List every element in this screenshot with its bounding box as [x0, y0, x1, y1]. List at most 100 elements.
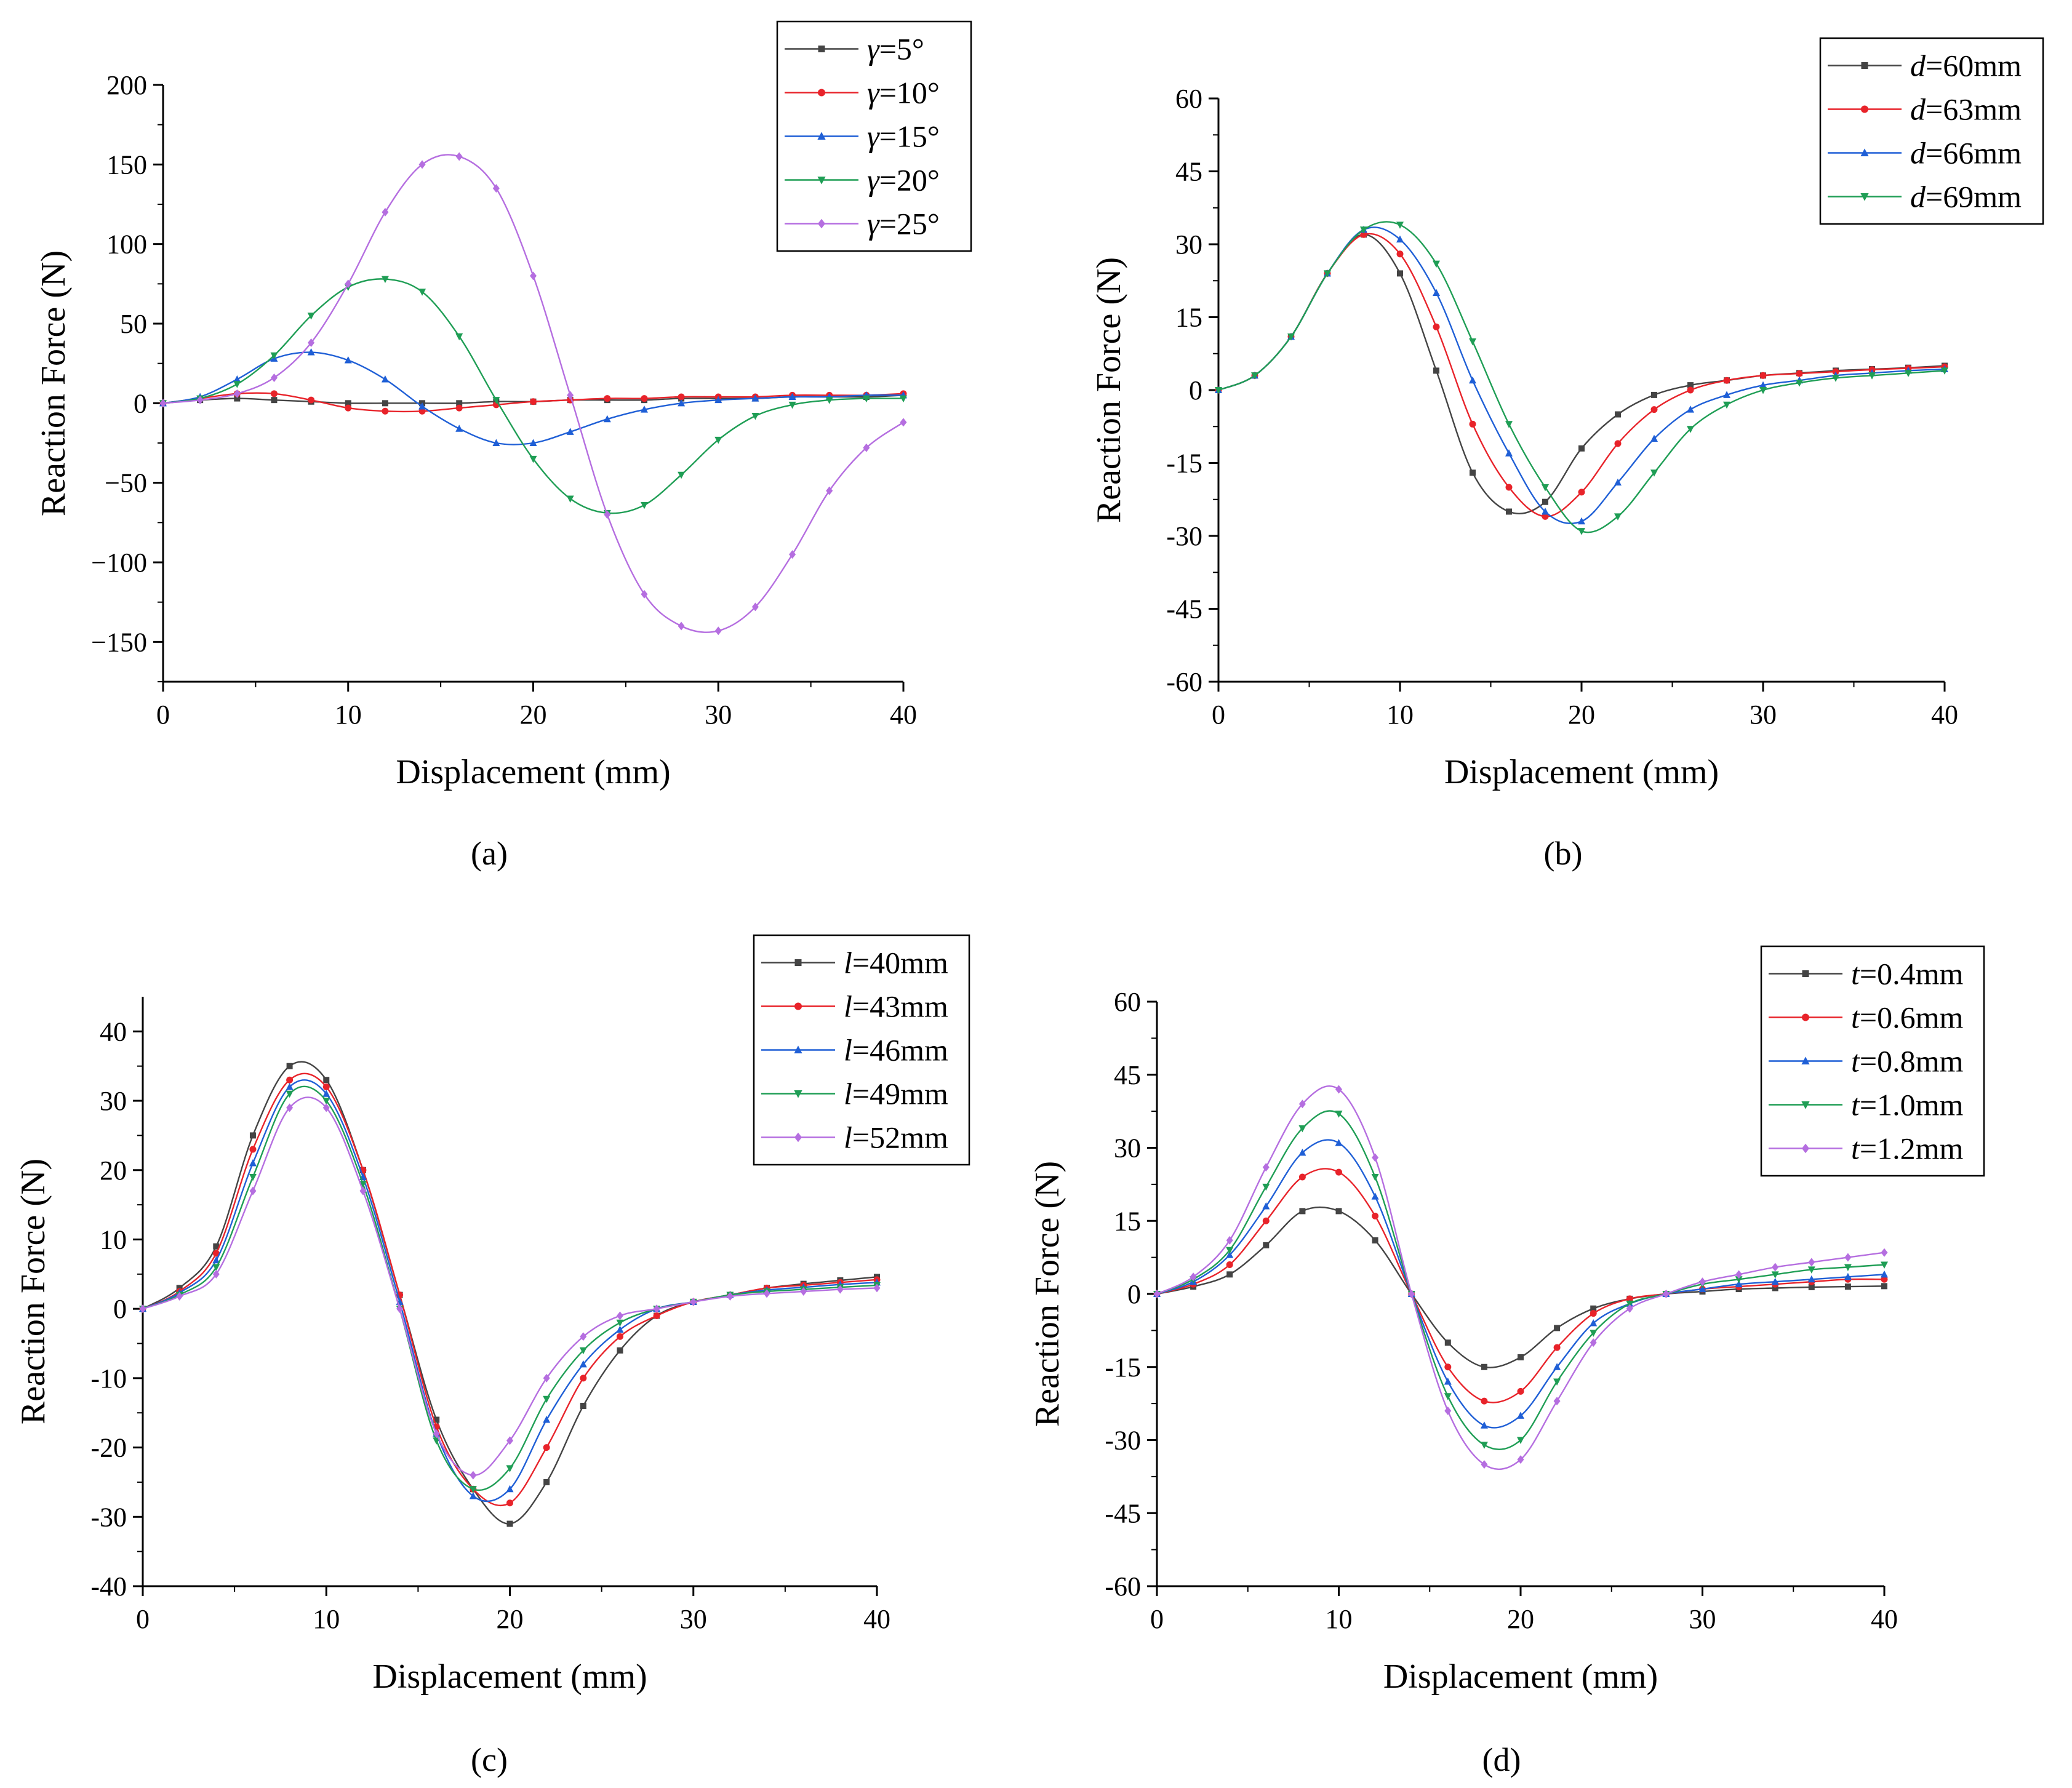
data-point: [1444, 1407, 1452, 1415]
y-tick-label: -15: [1166, 449, 1202, 479]
data-point: [1662, 1290, 1670, 1298]
data-point: [396, 1304, 404, 1314]
data-point: [726, 1291, 734, 1301]
panel-caption: (b): [1544, 835, 1583, 872]
data-point: [1335, 1111, 1343, 1118]
data-point: [323, 1077, 330, 1084]
data-point: [270, 373, 278, 382]
legend-variable: γ: [867, 163, 880, 198]
data-point: [307, 348, 315, 356]
data-point: [1687, 386, 1694, 394]
data-point: [492, 397, 500, 404]
data-point: [1335, 1168, 1342, 1176]
series-line: [162, 278, 904, 514]
data-point: [418, 402, 426, 410]
y-tick-label: −100: [91, 548, 147, 578]
data-point: [359, 1181, 367, 1188]
data-point: [381, 375, 389, 383]
data-point: [1396, 250, 1404, 258]
data-point: [678, 399, 686, 407]
chart-1: 0 10 20 30 40 200 150 100 50 0 −50 −100 −150 Displace…: [34, 20, 972, 872]
data-point: [579, 1360, 587, 1368]
data-point: [1687, 405, 1694, 413]
data-point: [788, 393, 796, 400]
data-point: [1542, 498, 1548, 505]
data-point: [900, 418, 907, 427]
y-tick-label: 100: [106, 229, 147, 260]
legend-variable: d: [1910, 180, 1926, 214]
data-point: [1553, 1397, 1561, 1406]
data-point: [469, 1486, 477, 1493]
chart-2: 0 10 20 30 40 60 45 30 15 0 -15 -30 -45 -60 Displaceme…: [1090, 37, 2044, 872]
y-axis-title: Reaction Force (N): [14, 1159, 52, 1424]
data-point: [270, 390, 278, 397]
legend-variable: l: [844, 946, 852, 980]
data-point: [286, 1076, 294, 1084]
data-point: [714, 436, 722, 444]
series-line: [162, 351, 904, 445]
x-tick-label: 20: [520, 700, 547, 730]
data-point: [1360, 231, 1367, 238]
data-point: [1298, 1148, 1306, 1156]
data-point: [789, 550, 796, 559]
data-point: [249, 1146, 257, 1153]
data-point: [1941, 367, 1948, 375]
data-point: [1808, 1258, 1815, 1267]
data-point: [1735, 1280, 1743, 1288]
data-point: [249, 1132, 256, 1139]
x-tick-label: 10: [1386, 700, 1414, 730]
data-point: [506, 1465, 514, 1472]
data-point: [1844, 1264, 1852, 1271]
data-point: [1650, 406, 1658, 413]
legend-label: γ=10°: [867, 76, 940, 110]
legend-value: =0.6mm: [1860, 1000, 1964, 1035]
y-tick-label: 45: [1175, 157, 1202, 187]
legend-marker: [794, 959, 802, 966]
data-point: [234, 395, 241, 402]
data-point: [233, 389, 241, 398]
data-point: [1372, 1153, 1379, 1162]
legend-variable: l: [844, 1077, 852, 1111]
x-tick-label: 30: [1750, 700, 1777, 730]
data-point: [308, 396, 315, 404]
y-axis-title: Reaction Force (N): [34, 250, 73, 516]
data-point: [212, 1256, 220, 1264]
data-point: [286, 1083, 294, 1090]
legend-label: t=1.2mm: [1851, 1131, 1963, 1166]
data-point: [641, 395, 648, 402]
data-point: [1517, 1411, 1524, 1419]
data-point: [1470, 469, 1476, 476]
legend-value: =5°: [879, 32, 924, 66]
y-axis-title: Reaction Force (N): [1028, 1161, 1066, 1427]
data-point: [322, 1098, 330, 1105]
data-point: [139, 1304, 146, 1314]
legend-value: =1.2mm: [1860, 1131, 1964, 1166]
data-point: [455, 425, 463, 432]
legend-label: l=40mm: [844, 946, 948, 980]
legend-label: d=63mm: [1910, 92, 2022, 127]
data-point: [1698, 1285, 1706, 1293]
y-tick-label: 50: [120, 309, 147, 339]
series-line: [1156, 1206, 1885, 1368]
x-tick-label: 30: [680, 1604, 707, 1634]
data-point: [1215, 387, 1222, 394]
data-point: [678, 471, 686, 479]
data-point: [1324, 270, 1331, 277]
data-point: [1262, 1183, 1270, 1191]
legend-value: =10°: [879, 76, 940, 110]
data-point: [826, 486, 833, 495]
panel-caption: (c): [471, 1741, 508, 1778]
data-point: [1505, 484, 1513, 491]
data-point: [1808, 1283, 1815, 1290]
legend-variable: γ: [867, 119, 880, 154]
data-point: [1518, 1354, 1524, 1360]
legend-label: d=66mm: [1910, 136, 2022, 170]
data-point: [1517, 1455, 1524, 1464]
data-point: [1772, 1263, 1779, 1272]
data-point: [1578, 517, 1585, 525]
data-point: [1578, 445, 1585, 452]
legend-variable: d: [1910, 49, 1926, 83]
data-point: [271, 397, 278, 404]
data-point: [1699, 1277, 1706, 1287]
